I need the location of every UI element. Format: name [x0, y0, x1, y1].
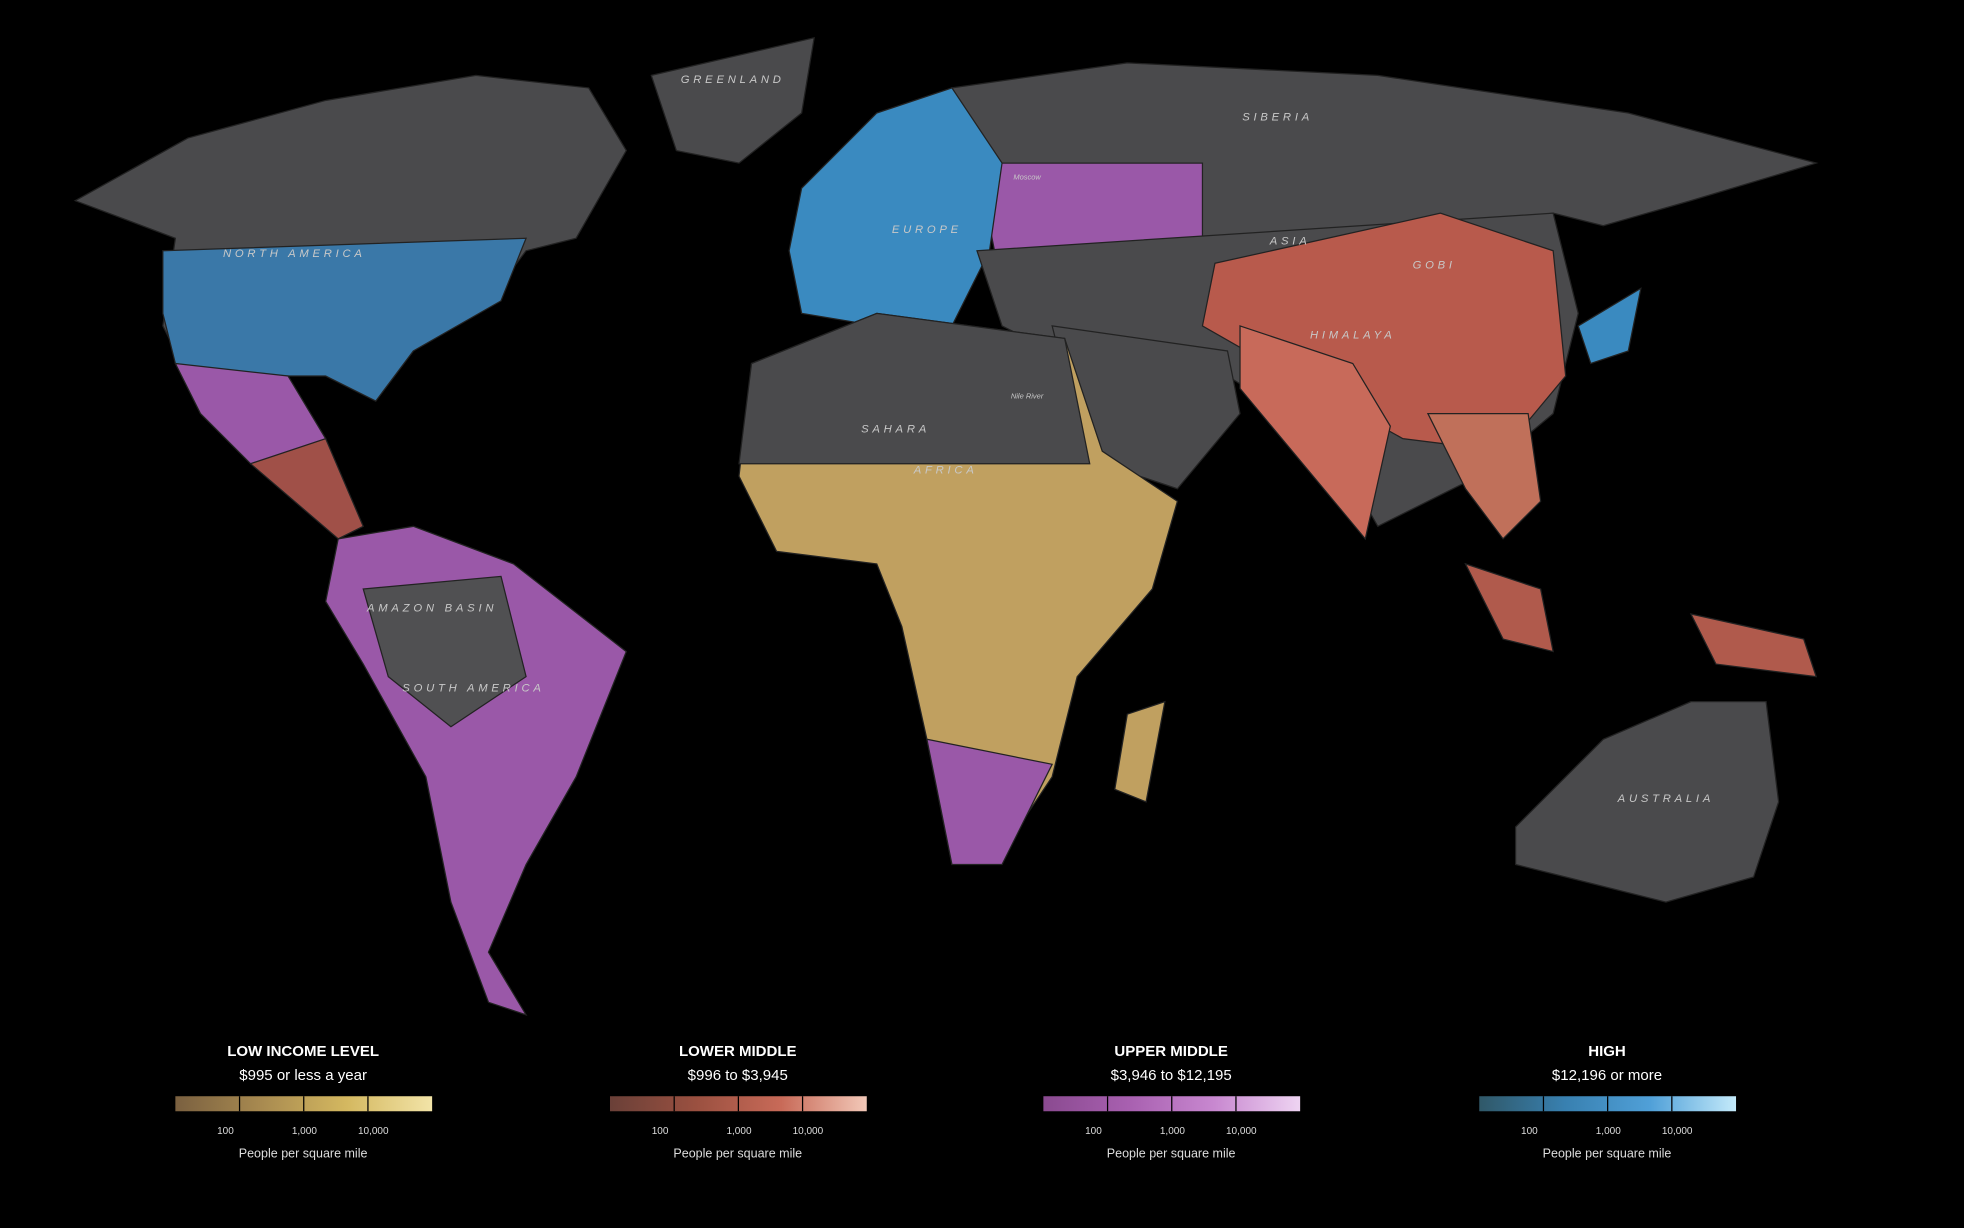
map-label: AFRICA	[913, 465, 978, 477]
map-label: Moscow	[1013, 172, 1041, 181]
indonesia	[1464, 562, 1554, 653]
map-label: AMAZON BASIN	[366, 602, 497, 614]
southeast-asia	[1426, 412, 1542, 540]
legend-range: $995 or less a year	[239, 1067, 367, 1084]
legend-tick: 100	[652, 1126, 669, 1137]
legend-caption: People per square mile	[1543, 1147, 1672, 1161]
madagascar	[1114, 700, 1166, 803]
legend-caption: People per square mile	[1107, 1147, 1236, 1161]
legend-tick: 100	[1085, 1126, 1102, 1137]
legend-tick: 1,000	[1596, 1126, 1621, 1137]
legend-tick: 10,000	[1662, 1126, 1693, 1137]
map-label: HIMALAYA	[1310, 329, 1396, 341]
legend-title: UPPER MIDDLE	[1114, 1043, 1227, 1060]
sahara	[738, 312, 1091, 465]
legend-tick: 10,000	[793, 1126, 824, 1137]
legend-range: $12,196 or more	[1552, 1067, 1662, 1084]
amazon	[362, 575, 527, 728]
map-label: AUSTRALIA	[1617, 793, 1714, 805]
legend-tick: 10,000	[1226, 1126, 1257, 1137]
legend-title: HIGH	[1588, 1043, 1626, 1060]
legend-tick: 1,000	[726, 1126, 751, 1137]
map-label: SIBERIA	[1242, 111, 1313, 123]
legend-tick: 10,000	[358, 1126, 389, 1137]
japan	[1577, 287, 1642, 365]
legend-title: LOW INCOME LEVEL	[227, 1043, 379, 1060]
greenland	[650, 37, 815, 164]
map-label: GREENLAND	[681, 74, 785, 86]
legend-tick: 1,000	[292, 1126, 317, 1137]
legend-caption: People per square mile	[673, 1147, 802, 1161]
legend-range: $996 to $3,945	[688, 1067, 788, 1084]
world-map	[73, 37, 1819, 1016]
legend-tick: 1,000	[1160, 1126, 1185, 1137]
map-label: SAHARA	[861, 423, 930, 435]
australia	[1514, 701, 1780, 903]
map-label: GOBI	[1413, 259, 1456, 271]
legend-range: $3,946 to $12,195	[1111, 1067, 1232, 1084]
legend-tick: 100	[217, 1126, 234, 1137]
legend-title: LOWER MIDDLE	[679, 1043, 797, 1060]
india	[1239, 325, 1391, 541]
legend-tick: 100	[1521, 1126, 1538, 1137]
map-label: NORTH AMERICA	[223, 248, 366, 260]
map-label: EUROPE	[892, 224, 962, 236]
europe	[788, 87, 1003, 327]
new-guinea	[1689, 613, 1818, 678]
legend-caption: People per square mile	[239, 1147, 368, 1161]
map-label: SOUTH AMERICA	[402, 683, 544, 695]
southern-africa	[926, 738, 1054, 866]
united-states	[162, 237, 528, 402]
central-america	[249, 437, 365, 540]
map-label: Nile River	[1011, 392, 1044, 401]
map-label: ASIA	[1269, 235, 1311, 247]
